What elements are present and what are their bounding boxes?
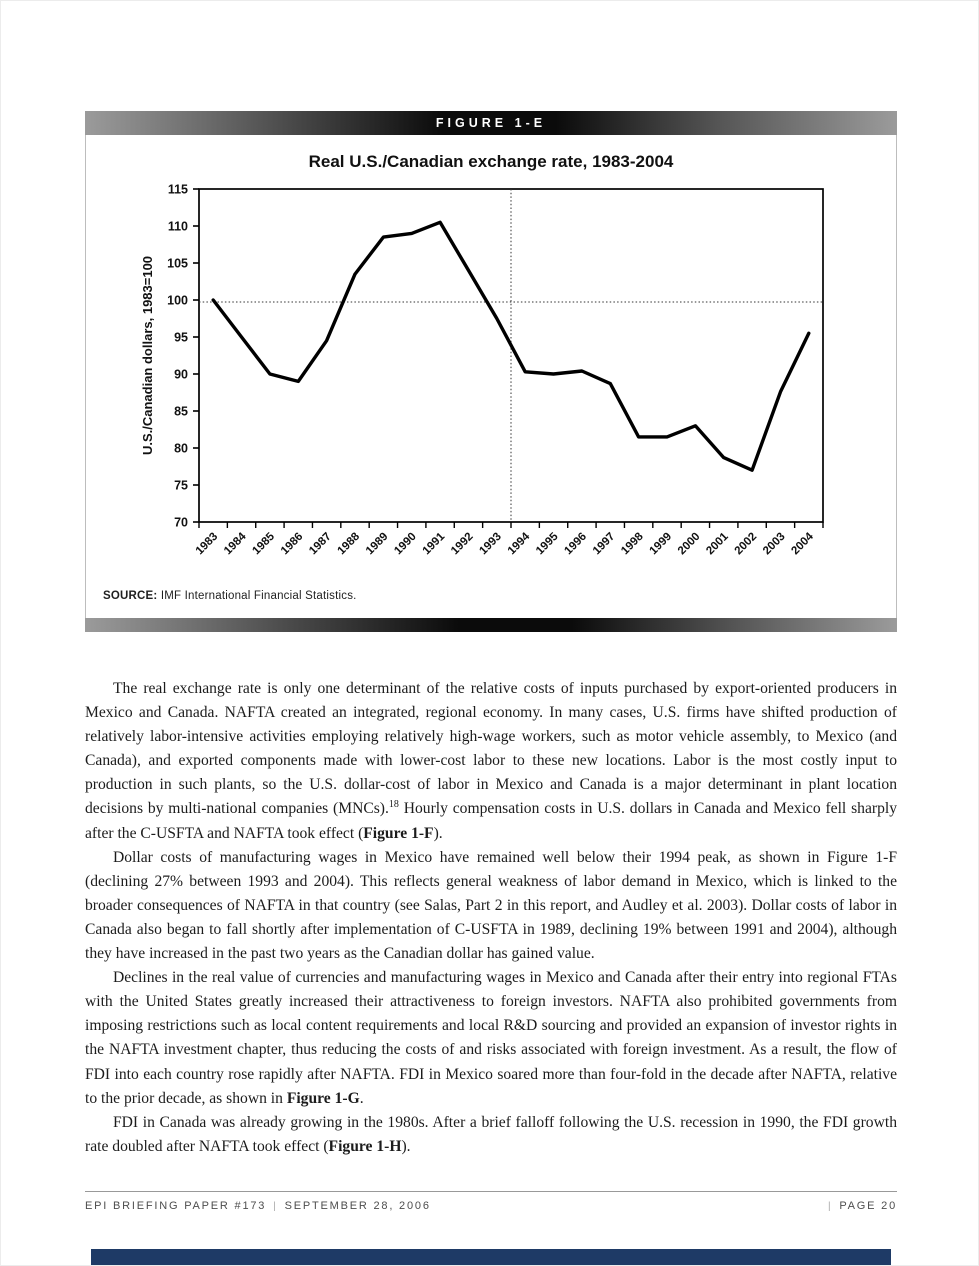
source-text: IMF International Financial Statistics. <box>157 590 357 602</box>
footer-page-number: PAGE 20 <box>839 1200 897 1212</box>
figure-source: SOURCE: IMF International Financial Stat… <box>103 590 357 602</box>
x-axis-label: 1990 <box>392 531 419 558</box>
figure-1e: FIGURE 1-E Real U.S./Canadian exchange r… <box>85 111 897 632</box>
figure-header-bar: FIGURE 1-E <box>85 111 897 135</box>
paragraph: Declines in the real value of currencies… <box>85 969 897 1107</box>
y-tick-label: 80 <box>174 442 188 456</box>
x-axis-label: 1986 <box>279 531 306 558</box>
x-axis-label: 2000 <box>676 531 703 558</box>
x-axis-label: 1989 <box>364 531 391 558</box>
x-axis-label: 1993 <box>477 531 504 558</box>
x-axis-label: 1991 <box>421 530 448 557</box>
body-text: The real exchange rate is only one deter… <box>85 677 897 1159</box>
figure-label: FIGURE 1-E <box>435 116 547 130</box>
x-axis-label: 1985 <box>250 530 277 557</box>
x-axis-label: 1988 <box>336 530 363 557</box>
figure-bottom-bar <box>85 618 897 632</box>
exchange-rate-line <box>211 220 811 472</box>
footer-paper-id: EPI BRIEFING PAPER #173 <box>85 1200 267 1212</box>
page-footer: EPI BRIEFING PAPER #173 | SEPTEMBER 28, 20… <box>85 1191 897 1212</box>
y-tick-label: 115 <box>168 183 188 197</box>
x-axis-label: 1984 <box>222 530 249 557</box>
x-axis-label: 1999 <box>648 531 675 558</box>
y-tick-label: 90 <box>174 368 188 382</box>
bottom-navy-bar <box>91 1249 891 1265</box>
x-axis-label: 2002 <box>733 531 760 558</box>
x-axis-label: 1995 <box>534 530 561 557</box>
footer-rule <box>85 1191 897 1192</box>
x-axis-label: 1983 <box>194 531 221 558</box>
x-axis-label: 1992 <box>449 531 476 558</box>
paragraph: The real exchange rate is only one deter… <box>85 680 897 842</box>
footer-date: SEPTEMBER 28, 2006 <box>284 1200 431 1212</box>
exchange-rate-line-chart: 70 75 80 85 90 95 100 105 110 115 1983 1984 1985 1986… <box>140 183 824 558</box>
y-tick-label: 75 <box>174 479 188 493</box>
y-tick-label: 105 <box>167 257 188 271</box>
y-tick-label: 110 <box>168 220 188 234</box>
chart-title: Real U.S./Canadian exchange rate, 1983-2… <box>308 152 674 171</box>
x-axis-label: 2001 <box>704 530 731 557</box>
x-axis-label: 1998 <box>619 530 646 557</box>
y-axis-title: U.S./Canadian dollars, 1983=100 <box>140 256 155 455</box>
figure-body: Real U.S./Canadian exchange rate, 1983-2… <box>85 135 897 618</box>
x-axis-label: 1987 <box>307 531 334 558</box>
x-axis-label: 1994 <box>506 530 533 557</box>
paragraph: FDI in Canada was already growing in the… <box>85 1113 897 1155</box>
footer-right: | PAGE 20 <box>821 1200 897 1212</box>
y-tick-label: 85 <box>174 405 188 419</box>
footer-row: EPI BRIEFING PAPER #173 | SEPTEMBER 28, 20… <box>85 1192 897 1212</box>
x-axis-label: 2004 <box>789 530 816 557</box>
x-axis-label: 1996 <box>562 531 589 558</box>
paragraph: Dollar costs of manufacturing wages in M… <box>85 848 897 963</box>
footer-separator: | <box>273 1201 278 1212</box>
y-tick-label: 100 <box>167 294 188 308</box>
y-tick-label: 70 <box>174 516 188 530</box>
y-tick-label: 95 <box>174 331 188 345</box>
x-axis-label: 1997 <box>591 531 618 558</box>
footer-left: EPI BRIEFING PAPER #173 | SEPTEMBER 28, 20… <box>85 1200 431 1212</box>
source-prefix: SOURCE: <box>103 590 158 602</box>
footer-separator: | <box>827 1201 833 1212</box>
x-axis-label: 2003 <box>761 531 788 558</box>
